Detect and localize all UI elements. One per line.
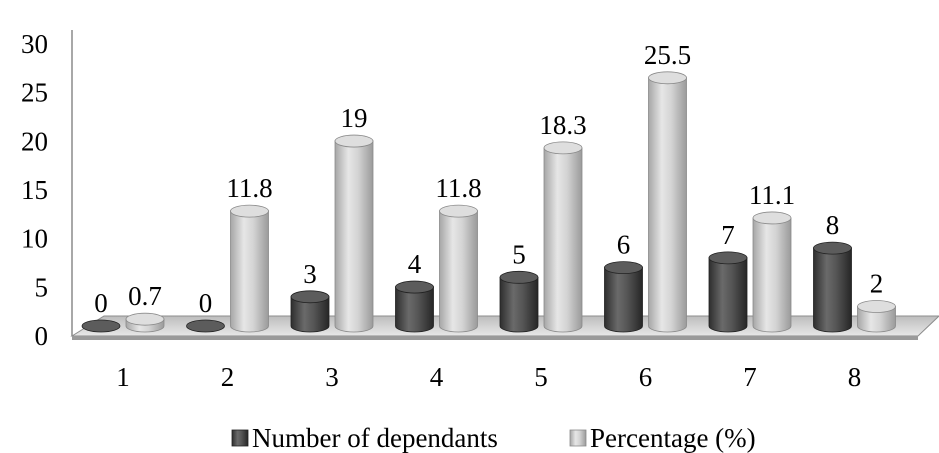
bar-percentage <box>334 134 374 333</box>
legend-label: Percentage (%) <box>590 423 756 453</box>
data-label: 25.5 <box>644 40 691 70</box>
y-tick-label: 20 <box>21 126 48 156</box>
x-tick-label: 3 <box>325 362 339 392</box>
data-label: 3 <box>303 259 317 289</box>
bar-percentage <box>752 211 792 333</box>
data-label: 8 <box>826 210 840 240</box>
bar-percentage <box>857 300 896 333</box>
y-tick-label: 25 <box>21 78 48 108</box>
data-label: 7 <box>721 220 735 250</box>
x-tick-label: 8 <box>848 362 862 392</box>
bar-dependants <box>81 319 121 333</box>
data-label: 5 <box>512 239 526 269</box>
data-label: 19 <box>341 103 368 133</box>
legend-label: Number of dependants <box>252 423 498 453</box>
x-tick-label: 7 <box>743 362 757 392</box>
bar-percentage <box>125 312 165 333</box>
data-labels: 0 0 3 4 5 6 7 8 0.7 11.8 19 11.8 18.3 25.5 11.1 2 <box>94 40 883 318</box>
legend-swatch <box>569 429 587 447</box>
bar-dependants <box>395 280 434 333</box>
x-tick-label: 6 <box>639 362 653 392</box>
legend: Number of dependants Percentage (%) <box>231 423 756 453</box>
y-tick-label: 5 <box>35 272 49 302</box>
floor-edge <box>72 336 918 340</box>
data-label: 11.8 <box>435 173 481 203</box>
x-tick-label: 1 <box>116 362 130 392</box>
data-label: 11.8 <box>226 173 272 203</box>
bar-dependants <box>499 270 539 333</box>
y-tick-label: 30 <box>21 29 48 59</box>
legend-swatch <box>231 429 249 447</box>
bar-percentage <box>439 204 478 333</box>
x-tick-label: 4 <box>430 362 444 392</box>
y-tick-label: 10 <box>21 224 48 254</box>
bar-percentage <box>230 204 269 333</box>
data-label: 0 <box>94 288 108 318</box>
bar-dependants <box>604 261 643 333</box>
data-label: 0 <box>199 288 213 318</box>
bar-dependants <box>708 251 748 333</box>
data-label: 0.7 <box>128 281 162 311</box>
legend-item: Percentage (%) <box>569 423 756 453</box>
data-label: 18.3 <box>539 110 586 140</box>
y-tick-label: 0 <box>35 321 49 351</box>
data-label: 2 <box>870 269 884 299</box>
data-label: 4 <box>408 249 422 279</box>
legend-item: Number of dependants <box>231 423 498 453</box>
data-label: 11.1 <box>749 180 795 210</box>
bar-percentage <box>648 71 687 333</box>
bar-dependants <box>290 290 330 333</box>
bar-dependants <box>813 241 852 333</box>
bar-dependants <box>186 319 225 333</box>
x-tick-label: 2 <box>221 362 235 392</box>
data-label: 6 <box>617 230 631 260</box>
x-tick-label: 5 <box>534 362 548 392</box>
bars <box>81 71 896 333</box>
y-tick-label: 15 <box>21 175 48 205</box>
bar-percentage <box>543 141 583 333</box>
